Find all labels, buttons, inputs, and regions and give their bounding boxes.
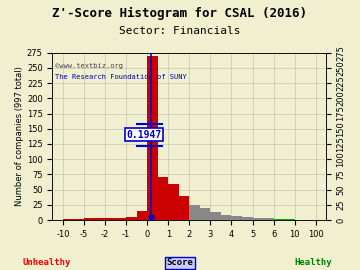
- Bar: [63, 219, 84, 220]
- Bar: [168, 184, 179, 220]
- Text: The Research Foundation of SUNY: The Research Foundation of SUNY: [55, 75, 187, 80]
- Bar: [137, 211, 147, 220]
- Bar: [279, 219, 284, 220]
- Bar: [210, 212, 221, 220]
- Bar: [231, 216, 242, 220]
- Bar: [158, 177, 168, 220]
- Text: Score: Score: [167, 258, 193, 267]
- Bar: [276, 219, 279, 220]
- Text: ©www.textbiz.org: ©www.textbiz.org: [55, 63, 123, 69]
- Bar: [189, 205, 200, 220]
- Bar: [105, 218, 126, 220]
- Bar: [147, 56, 158, 220]
- Bar: [242, 217, 252, 220]
- Bar: [274, 219, 276, 220]
- Bar: [200, 208, 210, 220]
- Bar: [84, 218, 105, 220]
- Text: 0.1947: 0.1947: [126, 130, 162, 140]
- Text: Sector: Financials: Sector: Financials: [119, 26, 241, 36]
- Bar: [252, 218, 263, 220]
- Text: Z'-Score Histogram for CSAL (2016): Z'-Score Histogram for CSAL (2016): [53, 7, 307, 20]
- Bar: [126, 217, 137, 220]
- Text: Healthy: Healthy: [294, 258, 332, 267]
- Text: Unhealthy: Unhealthy: [23, 258, 71, 267]
- Bar: [179, 196, 189, 220]
- Bar: [289, 219, 295, 220]
- Y-axis label: Number of companies (997 total): Number of companies (997 total): [15, 66, 24, 206]
- Bar: [284, 219, 289, 220]
- Bar: [263, 218, 274, 220]
- Bar: [221, 215, 231, 220]
